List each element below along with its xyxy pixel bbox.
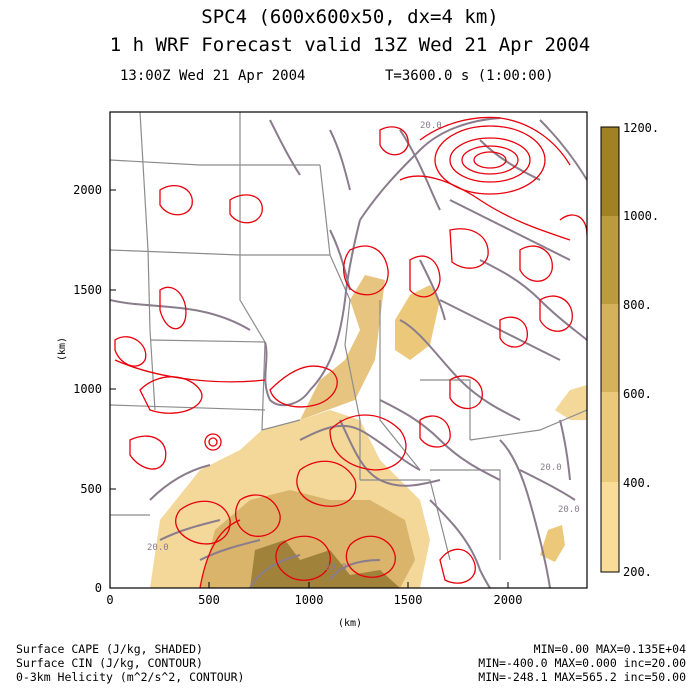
helicity-legend-label: 0-3km Helicity (m^2/s^2, CONTOUR) xyxy=(16,670,245,684)
colorbar-label: 600. xyxy=(623,387,652,401)
colorbar-swatch xyxy=(601,392,619,482)
cape-region-central xyxy=(300,275,385,420)
elapsed-time: T=3600.0 s (1:00:00) xyxy=(385,68,554,84)
y-tick-label: 1500 xyxy=(73,283,102,297)
valid-time: 13:00Z Wed 21 Apr 2004 xyxy=(120,68,306,84)
map-field: 20.0 20.0 20.0 20.0 20.0 xyxy=(110,112,587,588)
x-axis-label: (km) xyxy=(338,618,362,629)
x-tick-label: 500 xyxy=(198,593,220,607)
y-tick-label: 500 xyxy=(80,482,102,496)
cin-legend-label: Surface CIN (J/kg, CONTOUR) xyxy=(16,656,203,670)
axis-ticks xyxy=(109,189,509,589)
plot-title-line2: 1 h WRF Forecast valid 13Z Wed 21 Apr 20… xyxy=(109,34,591,56)
cape-region-east xyxy=(555,385,587,420)
cin-contours xyxy=(110,117,587,588)
y-axis-label: (km) xyxy=(57,337,68,361)
cin-stats: MIN=-400.0 MAX=0.000 inc=20.00 xyxy=(478,656,686,670)
cape-stats: MIN=0.00 MAX=0.135E+04 xyxy=(533,642,686,656)
plot-frame xyxy=(109,111,588,589)
x-tick-label: 1500 xyxy=(394,593,423,607)
y-tick-label: 2000 xyxy=(73,183,102,197)
colorbar-frame xyxy=(600,126,620,573)
colorbar: 200. 400. 600. 800. 1000. 1200. xyxy=(600,121,659,579)
colorbar-label: 1000. xyxy=(623,209,659,223)
colorbar-swatch xyxy=(601,216,619,304)
colorbar-label: 1200. xyxy=(623,121,659,135)
y-tick-label: 0 xyxy=(95,581,102,595)
colorbar-swatch xyxy=(601,482,619,572)
contour-label: 20.0 xyxy=(540,463,562,473)
x-tick-label: 1000 xyxy=(295,593,324,607)
contour-labels: 20.0 20.0 20.0 20.0 20.0 xyxy=(147,121,580,573)
state-boundaries xyxy=(110,112,587,561)
colorbar-swatch xyxy=(601,127,619,216)
colorbar-swatch xyxy=(601,304,619,392)
tick-labels: 0 500 1000 1500 2000 0 500 1000 1500 200… xyxy=(73,183,522,607)
cape-legend-label: Surface CAPE (J/kg, SHADED) xyxy=(16,642,203,656)
contour-label: 20.0 xyxy=(325,563,347,573)
x-tick-label: 0 xyxy=(106,593,113,607)
contour-label: 20.0 xyxy=(558,505,580,515)
cape-region-northeast xyxy=(395,285,440,360)
plot-title-line1: SPC4 (600x600x50, dx=4 km) xyxy=(201,6,499,28)
y-tick-label: 1000 xyxy=(73,382,102,396)
helicity-contours xyxy=(114,116,587,588)
colorbar-label: 800. xyxy=(623,298,652,312)
colorbar-label: 200. xyxy=(623,565,652,579)
helicity-stats: MIN=-248.1 MAX=565.2 inc=50.00 xyxy=(478,670,686,684)
contour-label: 20.0 xyxy=(420,121,442,131)
cape-region-southeast xyxy=(540,525,565,562)
contour-label: 20.0 xyxy=(147,543,169,553)
colorbar-label: 400. xyxy=(623,476,652,490)
x-tick-label: 2000 xyxy=(494,593,523,607)
